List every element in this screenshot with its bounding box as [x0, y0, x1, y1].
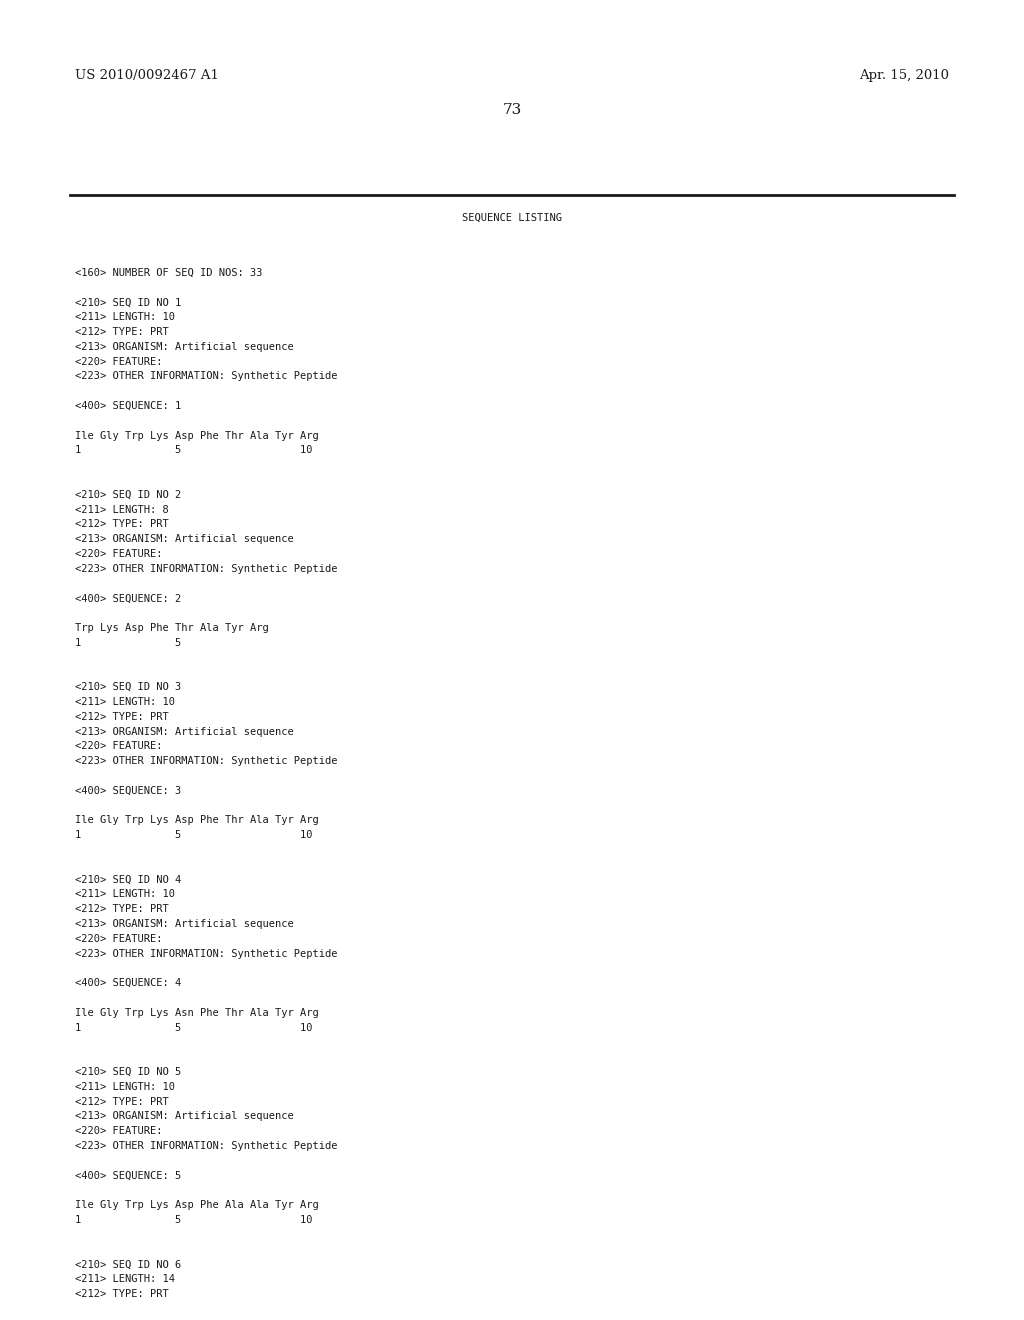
Text: <210> SEQ ID NO 3: <210> SEQ ID NO 3: [75, 682, 181, 692]
Text: 1               5                   10: 1 5 10: [75, 830, 312, 841]
Text: <210> SEQ ID NO 5: <210> SEQ ID NO 5: [75, 1067, 181, 1077]
Text: <211> LENGTH: 10: <211> LENGTH: 10: [75, 1082, 175, 1092]
Text: <223> OTHER INFORMATION: Synthetic Peptide: <223> OTHER INFORMATION: Synthetic Pepti…: [75, 756, 338, 766]
Text: <223> OTHER INFORMATION: Synthetic Peptide: <223> OTHER INFORMATION: Synthetic Pepti…: [75, 949, 338, 958]
Text: SEQUENCE LISTING: SEQUENCE LISTING: [462, 213, 562, 223]
Text: <211> LENGTH: 10: <211> LENGTH: 10: [75, 697, 175, 708]
Text: <213> ORGANISM: Artificial sequence: <213> ORGANISM: Artificial sequence: [75, 535, 294, 544]
Text: <212> TYPE: PRT: <212> TYPE: PRT: [75, 904, 169, 915]
Text: 73: 73: [503, 103, 521, 117]
Text: <400> SEQUENCE: 3: <400> SEQUENCE: 3: [75, 785, 181, 796]
Text: <210> SEQ ID NO 4: <210> SEQ ID NO 4: [75, 875, 181, 884]
Text: <223> OTHER INFORMATION: Synthetic Peptide: <223> OTHER INFORMATION: Synthetic Pepti…: [75, 564, 338, 574]
Text: <210> SEQ ID NO 6: <210> SEQ ID NO 6: [75, 1259, 181, 1270]
Text: <213> ORGANISM: Artificial sequence: <213> ORGANISM: Artificial sequence: [75, 1111, 294, 1122]
Text: 1               5: 1 5: [75, 638, 181, 648]
Text: 1               5                   10: 1 5 10: [75, 445, 312, 455]
Text: <223> OTHER INFORMATION: Synthetic Peptide: <223> OTHER INFORMATION: Synthetic Pepti…: [75, 371, 338, 381]
Text: <212> TYPE: PRT: <212> TYPE: PRT: [75, 1290, 169, 1299]
Text: <211> LENGTH: 8: <211> LENGTH: 8: [75, 504, 169, 515]
Text: <220> FEATURE:: <220> FEATURE:: [75, 933, 163, 944]
Text: <220> FEATURE:: <220> FEATURE:: [75, 549, 163, 558]
Text: <211> LENGTH: 14: <211> LENGTH: 14: [75, 1274, 175, 1284]
Text: <400> SEQUENCE: 1: <400> SEQUENCE: 1: [75, 401, 181, 411]
Text: <220> FEATURE:: <220> FEATURE:: [75, 742, 163, 751]
Text: <220> FEATURE:: <220> FEATURE:: [75, 356, 163, 367]
Text: Trp Lys Asp Phe Thr Ala Tyr Arg: Trp Lys Asp Phe Thr Ala Tyr Arg: [75, 623, 268, 634]
Text: 1               5                   10: 1 5 10: [75, 1023, 312, 1032]
Text: <211> LENGTH: 10: <211> LENGTH: 10: [75, 313, 175, 322]
Text: <160> NUMBER OF SEQ ID NOS: 33: <160> NUMBER OF SEQ ID NOS: 33: [75, 268, 262, 277]
Text: <223> OTHER INFORMATION: Synthetic Peptide: <223> OTHER INFORMATION: Synthetic Pepti…: [75, 1140, 338, 1151]
Text: <212> TYPE: PRT: <212> TYPE: PRT: [75, 327, 169, 337]
Text: Ile Gly Trp Lys Asn Phe Thr Ala Tyr Arg: Ile Gly Trp Lys Asn Phe Thr Ala Tyr Arg: [75, 1007, 318, 1018]
Text: US 2010/0092467 A1: US 2010/0092467 A1: [75, 69, 219, 82]
Text: <210> SEQ ID NO 2: <210> SEQ ID NO 2: [75, 490, 181, 500]
Text: 1               5                   10: 1 5 10: [75, 1214, 312, 1225]
Text: Apr. 15, 2010: Apr. 15, 2010: [859, 69, 949, 82]
Text: Ile Gly Trp Lys Asp Phe Thr Ala Tyr Arg: Ile Gly Trp Lys Asp Phe Thr Ala Tyr Arg: [75, 430, 318, 441]
Text: <212> TYPE: PRT: <212> TYPE: PRT: [75, 519, 169, 529]
Text: <213> ORGANISM: Artificial sequence: <213> ORGANISM: Artificial sequence: [75, 919, 294, 929]
Text: <210> SEQ ID NO 1: <210> SEQ ID NO 1: [75, 297, 181, 308]
Text: <212> TYPE: PRT: <212> TYPE: PRT: [75, 711, 169, 722]
Text: <212> TYPE: PRT: <212> TYPE: PRT: [75, 1097, 169, 1106]
Text: <211> LENGTH: 10: <211> LENGTH: 10: [75, 890, 175, 899]
Text: <213> ORGANISM: Artificial sequence: <213> ORGANISM: Artificial sequence: [75, 726, 294, 737]
Text: <400> SEQUENCE: 4: <400> SEQUENCE: 4: [75, 978, 181, 989]
Text: <400> SEQUENCE: 5: <400> SEQUENCE: 5: [75, 1171, 181, 1180]
Text: Ile Gly Trp Lys Asp Phe Thr Ala Tyr Arg: Ile Gly Trp Lys Asp Phe Thr Ala Tyr Arg: [75, 816, 318, 825]
Text: <220> FEATURE:: <220> FEATURE:: [75, 1126, 163, 1137]
Text: <213> ORGANISM: Artificial sequence: <213> ORGANISM: Artificial sequence: [75, 342, 294, 352]
Text: <400> SEQUENCE: 2: <400> SEQUENCE: 2: [75, 594, 181, 603]
Text: Ile Gly Trp Lys Asp Phe Ala Ala Tyr Arg: Ile Gly Trp Lys Asp Phe Ala Ala Tyr Arg: [75, 1200, 318, 1210]
